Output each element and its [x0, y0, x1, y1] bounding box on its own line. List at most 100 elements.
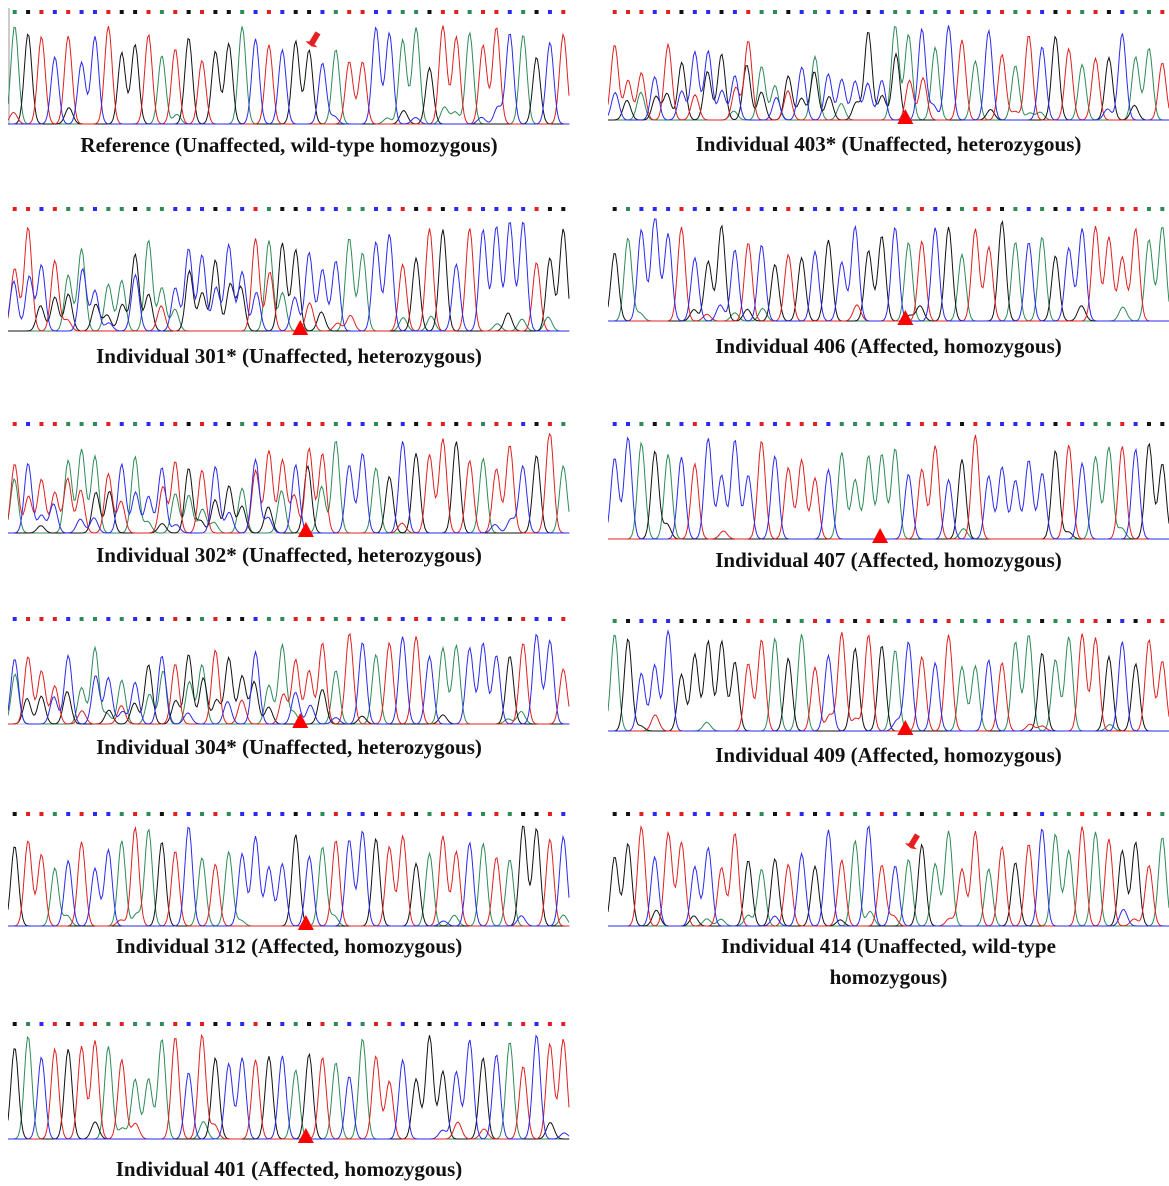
base-dot: [39, 422, 43, 426]
base-dot: [120, 207, 124, 211]
base-dot: [187, 10, 191, 14]
base-dot: [227, 10, 231, 14]
base-dot: [267, 1022, 271, 1026]
variant-marker: [897, 310, 913, 325]
base-dot: [653, 619, 657, 623]
trace-line: [8, 1037, 569, 1139]
base-dot: [973, 812, 977, 816]
base-dot: [481, 617, 485, 621]
base-dot: [866, 422, 870, 426]
base-dot: [147, 812, 151, 816]
trace-line: [8, 434, 569, 533]
base-dot: [947, 812, 951, 816]
base-dot: [1120, 619, 1124, 623]
base-dot: [320, 207, 324, 211]
base-dot: [1094, 10, 1098, 14]
base-dot: [933, 812, 937, 816]
base-dot: [1147, 422, 1151, 426]
base-dot: [626, 207, 630, 211]
base-dot: [13, 207, 17, 211]
base-dot: [267, 207, 271, 211]
base-dot: [173, 812, 177, 816]
base-dot: [866, 812, 870, 816]
base-dot: [880, 207, 884, 211]
base-dot: [187, 812, 191, 816]
base-dot: [387, 10, 391, 14]
trace-line: [608, 826, 1169, 926]
base-dot: [746, 10, 750, 14]
base-dot: [1134, 422, 1138, 426]
base-dot: [508, 422, 512, 426]
base-dot: [66, 10, 70, 14]
base-dot: [200, 10, 204, 14]
base-dot: [1053, 619, 1057, 623]
base-dot: [1027, 812, 1031, 816]
base-dot: [1134, 812, 1138, 816]
base-dot: [468, 812, 472, 816]
base-dot: [361, 1022, 365, 1026]
base-dot: [1013, 207, 1017, 211]
base-dot: [414, 1022, 418, 1026]
base-dot: [907, 422, 911, 426]
base-dot: [548, 812, 552, 816]
base-dot: [1120, 812, 1124, 816]
base-dot: [240, 207, 244, 211]
base-dot: [441, 1022, 445, 1026]
base-dot: [535, 812, 539, 816]
base-dot: [733, 10, 737, 14]
base-dot: [454, 10, 458, 14]
base-dot: [535, 617, 539, 621]
base-dot: [773, 812, 777, 816]
base-dot: [1147, 619, 1151, 623]
base-dot: [893, 207, 897, 211]
base-dot: [760, 207, 764, 211]
base-dot: [187, 1022, 191, 1026]
trace-line: [8, 827, 569, 926]
base-dot: [679, 10, 683, 14]
base-dot: [213, 812, 217, 816]
base-dot: [679, 619, 683, 623]
base-dot: [720, 422, 724, 426]
base-dot: [720, 619, 724, 623]
base-dot: [347, 422, 351, 426]
variant-arrow: [905, 833, 920, 849]
base-dot: [240, 1022, 244, 1026]
base-dot: [387, 812, 391, 816]
variant-marker: [897, 109, 913, 124]
base-dot: [428, 617, 432, 621]
base-dot: [786, 422, 790, 426]
chromatogram: [8, 810, 570, 930]
base-dot: [813, 619, 817, 623]
base-dot: [307, 617, 311, 621]
base-dot: [1094, 619, 1098, 623]
base-dot: [987, 10, 991, 14]
base-dot: [1040, 207, 1044, 211]
base-dot: [1120, 207, 1124, 211]
base-dot: [960, 10, 964, 14]
base-dot: [613, 207, 617, 211]
base-dot: [387, 1022, 391, 1026]
trace-line: [608, 27, 1169, 120]
base-dot: [733, 207, 737, 211]
base-dot: [548, 422, 552, 426]
base-dot: [639, 619, 643, 623]
base-dot: [26, 10, 30, 14]
base-dot: [746, 812, 750, 816]
base-dot: [746, 207, 750, 211]
base-dot: [1067, 10, 1071, 14]
base-dot: [66, 617, 70, 621]
base-dot: [120, 1022, 124, 1026]
variant-marker: [897, 720, 913, 735]
base-dot: [93, 10, 97, 14]
base-dot: [13, 1022, 17, 1026]
base-dot: [813, 207, 817, 211]
base-dot: [1027, 10, 1031, 14]
base-dot: [374, 10, 378, 14]
base-dot: [613, 812, 617, 816]
chromatogram: [8, 420, 570, 537]
base-dot: [800, 422, 804, 426]
base-dot: [254, 617, 258, 621]
base-dot: [987, 619, 991, 623]
trace-line: [8, 635, 569, 724]
base-dot: [1027, 422, 1031, 426]
